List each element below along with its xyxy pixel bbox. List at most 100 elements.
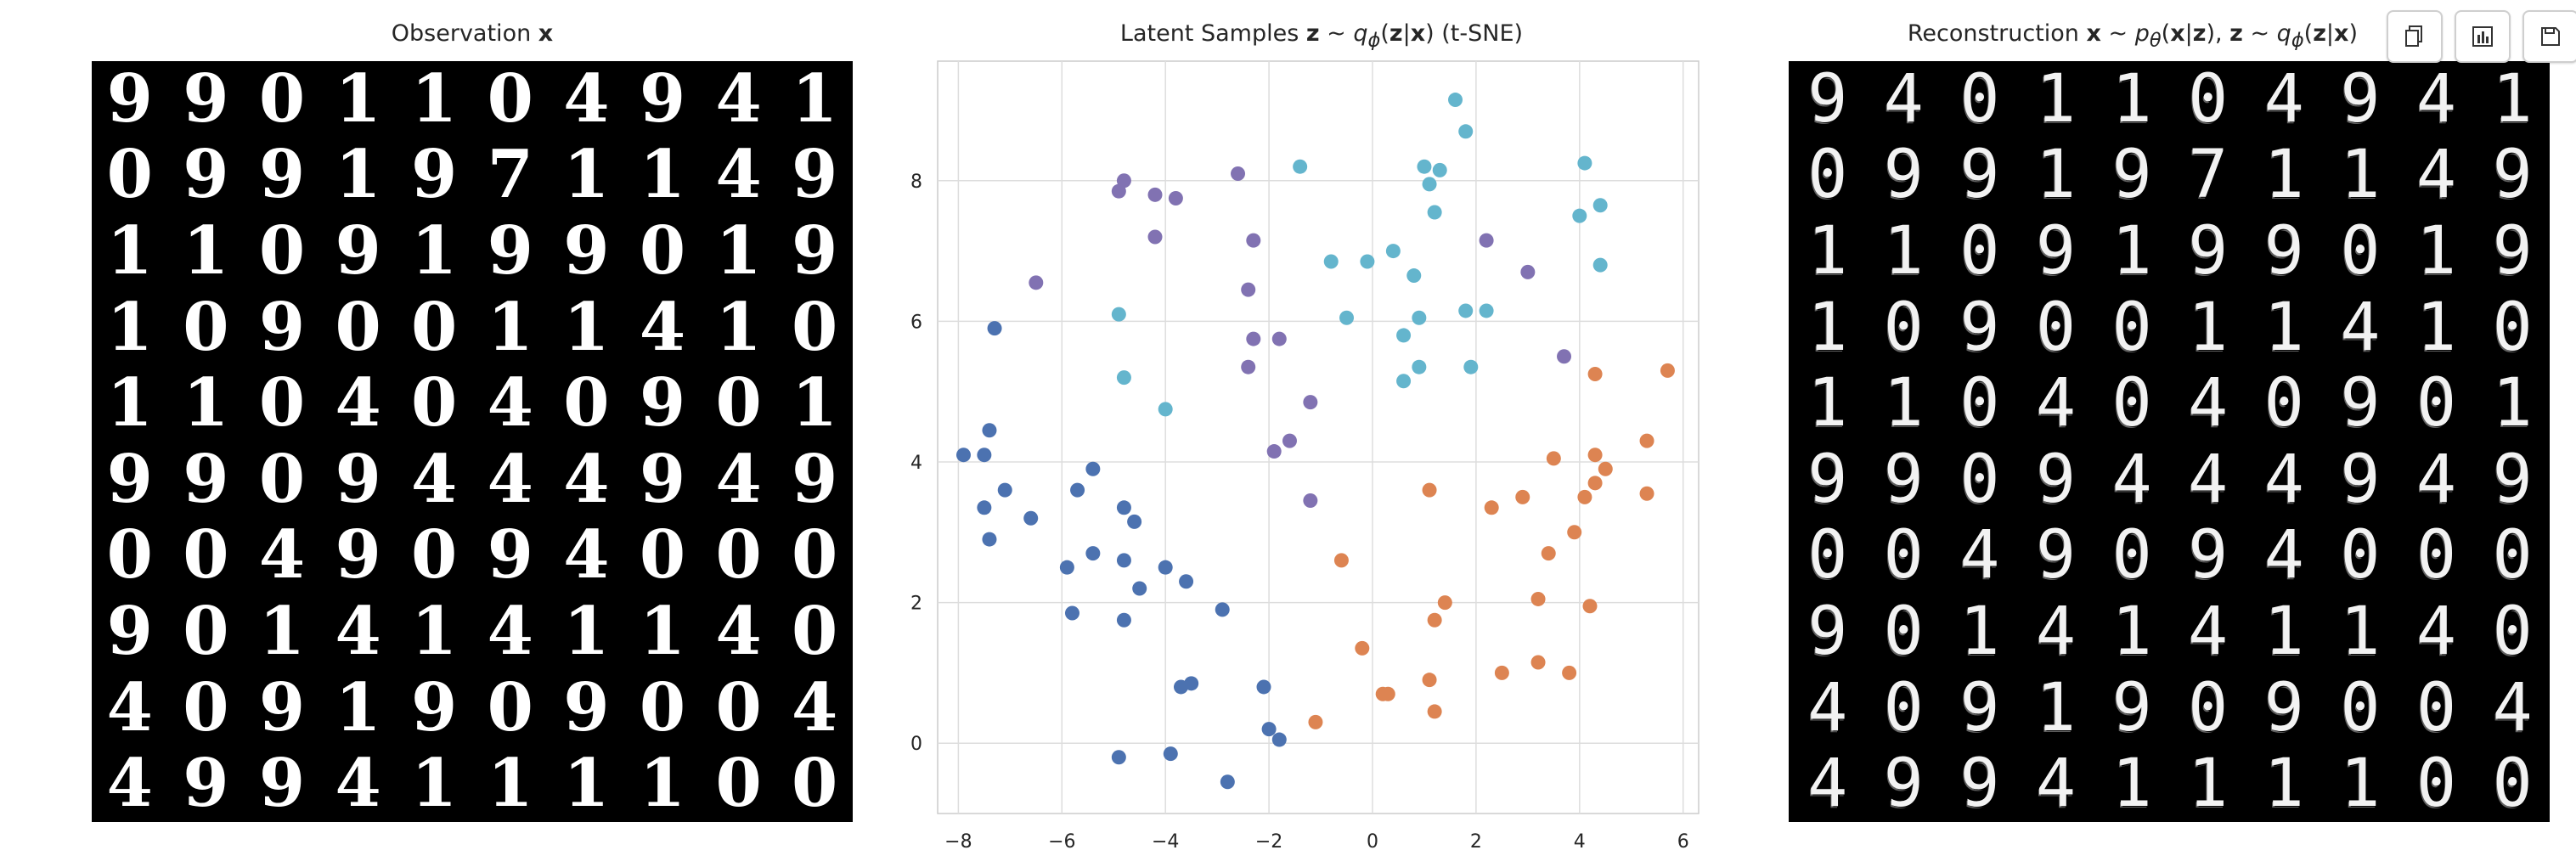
digit-image: 0 bbox=[792, 516, 838, 594]
digit-image: 9 bbox=[2492, 441, 2533, 518]
digit-image: 0 bbox=[1807, 517, 1847, 594]
digit-image: 4 bbox=[2340, 289, 2381, 366]
scatter-point bbox=[1261, 722, 1277, 737]
latent-scatter-plot: −8 −6 −4 −2 0 2 4 6 0 2 4 6 8 bbox=[910, 60, 1699, 853]
digit-image: 0 bbox=[2492, 593, 2533, 670]
digit-image: 0 bbox=[183, 668, 229, 746]
scatter-point bbox=[977, 448, 992, 463]
scatter-point bbox=[1396, 328, 1412, 343]
digit-image: 4 bbox=[715, 440, 762, 518]
digit-image: 1 bbox=[639, 745, 686, 823]
digit-image: 1 bbox=[2036, 60, 2076, 138]
digit-image: 0 bbox=[1959, 365, 2000, 442]
scatter-point bbox=[1427, 704, 1442, 719]
digit-image: 9 bbox=[563, 211, 610, 290]
scatter-point bbox=[1246, 233, 1261, 248]
digit-image: 4 bbox=[2416, 60, 2456, 138]
scatter-point bbox=[1116, 173, 1131, 189]
scatter-point bbox=[1437, 595, 1452, 611]
scatter-point bbox=[1567, 525, 1582, 540]
digit-image: 0 bbox=[1959, 60, 2000, 138]
scatter-point bbox=[1179, 574, 1194, 589]
y-tick-label: 8 bbox=[910, 172, 922, 193]
digit-image: 4 bbox=[487, 440, 533, 518]
digit-image: 0 bbox=[2036, 289, 2076, 366]
digit-image: 0 bbox=[411, 516, 458, 594]
digit-image: 9 bbox=[106, 59, 153, 138]
scatter-point bbox=[1293, 159, 1308, 174]
digit-image: 9 bbox=[1959, 746, 2000, 823]
digit-image: 9 bbox=[183, 136, 229, 214]
digit-image: 4 bbox=[792, 668, 838, 746]
digit-image: 1 bbox=[1807, 365, 1847, 442]
save-button[interactable] bbox=[2522, 10, 2576, 63]
digit-image: 0 bbox=[411, 364, 458, 442]
scatter-point bbox=[1308, 714, 1323, 729]
digit-image: 9 bbox=[1807, 593, 1847, 670]
scatter-point bbox=[977, 500, 992, 515]
digit-image: 0 bbox=[2492, 517, 2533, 594]
scatter-point bbox=[1412, 359, 1427, 374]
copy-button[interactable] bbox=[2387, 10, 2443, 63]
digit-image: 0 bbox=[715, 516, 762, 594]
digit-image: 9 bbox=[1883, 137, 1924, 214]
digit-image: 4 bbox=[487, 592, 533, 670]
digit-image: 1 bbox=[106, 211, 153, 290]
digit-image: 1 bbox=[2340, 593, 2381, 670]
digit-image: 9 bbox=[792, 440, 838, 518]
scatter-point bbox=[1116, 370, 1131, 386]
scatter-point bbox=[1241, 282, 1256, 297]
scatter-point bbox=[1116, 500, 1131, 515]
scatter-point bbox=[1360, 254, 1375, 269]
digit-image: 0 bbox=[1807, 137, 1847, 214]
digit-image: 9 bbox=[258, 668, 306, 746]
digit-image: 1 bbox=[106, 364, 153, 442]
digit-image: 0 bbox=[2111, 289, 2152, 366]
x-tick-label: −8 bbox=[944, 831, 972, 853]
digit-image: 0 bbox=[563, 364, 610, 442]
digit-image: 0 bbox=[2188, 60, 2228, 138]
digit-image: 1 bbox=[2416, 212, 2456, 290]
scatter-point bbox=[1303, 395, 1318, 410]
digit-image: 0 bbox=[2492, 746, 2533, 823]
digit-image: 1 bbox=[335, 668, 381, 746]
digit-image: 1 bbox=[2492, 60, 2533, 138]
digit-image: 0 bbox=[2111, 517, 2152, 594]
digit-image: 1 bbox=[715, 288, 762, 366]
digit-image: 9 bbox=[487, 516, 533, 594]
digit-image: 9 bbox=[2036, 441, 2076, 518]
digit-image: 0 bbox=[792, 745, 838, 823]
digit-image: 1 bbox=[411, 59, 458, 138]
digit-image: 0 bbox=[183, 516, 229, 594]
digit-image: 0 bbox=[1883, 669, 1924, 746]
digit-image: 9 bbox=[258, 745, 306, 823]
scatter-point bbox=[1380, 686, 1395, 701]
digit-image: 9 bbox=[639, 440, 686, 518]
scatter-point bbox=[1085, 546, 1101, 561]
figure-toolbar bbox=[2387, 10, 2576, 63]
chart-button[interactable] bbox=[2455, 10, 2511, 63]
digit-image: 0 bbox=[1883, 517, 1924, 594]
digit-image: 4 bbox=[106, 668, 153, 746]
digit-image: 4 bbox=[1807, 746, 1847, 823]
scatter-point bbox=[1458, 124, 1474, 139]
digit-image: 9 bbox=[2263, 212, 2304, 290]
scatter-point bbox=[1163, 746, 1178, 762]
scatter-point bbox=[1111, 307, 1126, 322]
digit-image: 9 bbox=[106, 440, 153, 518]
scatter-point bbox=[1282, 433, 1297, 448]
digit-image: 1 bbox=[1807, 212, 1847, 290]
digit-image: 1 bbox=[563, 288, 610, 366]
digit-image: 9 bbox=[2188, 212, 2228, 290]
digit-image: 1 bbox=[715, 211, 762, 290]
scatter-point bbox=[1184, 676, 1199, 691]
digit-image: 0 bbox=[792, 592, 838, 670]
scatter-point bbox=[1417, 159, 1432, 174]
digit-image: 4 bbox=[2036, 365, 2076, 442]
digit-image: 4 bbox=[563, 516, 610, 594]
digit-image: 0 bbox=[2416, 517, 2456, 594]
digit-image: 9 bbox=[792, 136, 838, 214]
digit-image: 0 bbox=[258, 211, 306, 290]
scatter-point bbox=[1339, 310, 1355, 325]
